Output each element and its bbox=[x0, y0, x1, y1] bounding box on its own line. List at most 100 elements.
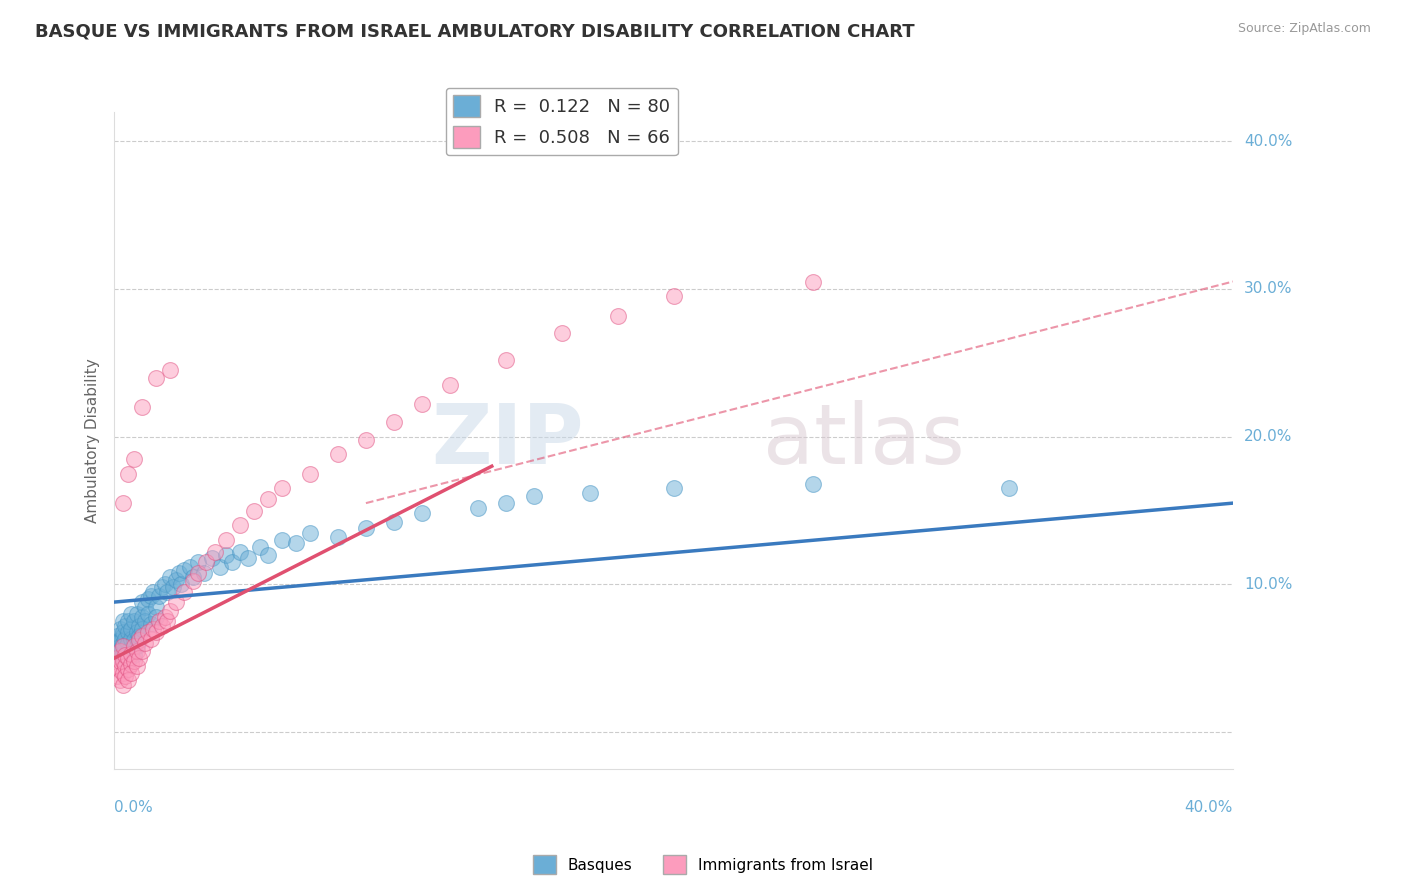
Point bbox=[271, 533, 294, 547]
Point bbox=[111, 636, 134, 650]
Point bbox=[204, 545, 226, 559]
Point bbox=[131, 644, 153, 658]
Point bbox=[122, 640, 145, 654]
Point bbox=[139, 589, 162, 603]
Point bbox=[495, 352, 517, 367]
Point bbox=[354, 521, 377, 535]
Y-axis label: Ambulatory Disability: Ambulatory Disability bbox=[86, 358, 100, 523]
Point bbox=[229, 518, 252, 533]
Point bbox=[136, 607, 159, 621]
Point bbox=[114, 658, 136, 673]
Point bbox=[142, 584, 165, 599]
Point bbox=[120, 622, 142, 636]
Point bbox=[105, 636, 128, 650]
Text: 0.0%: 0.0% bbox=[114, 799, 153, 814]
Point bbox=[662, 289, 685, 303]
Point bbox=[181, 570, 204, 584]
Point bbox=[136, 624, 159, 639]
Point bbox=[117, 654, 139, 668]
Point bbox=[238, 550, 260, 565]
Point bbox=[122, 648, 145, 663]
Point bbox=[114, 669, 136, 683]
Point bbox=[114, 648, 136, 663]
Point bbox=[131, 622, 153, 636]
Point bbox=[167, 566, 190, 580]
Point bbox=[131, 400, 153, 414]
Point bbox=[298, 467, 321, 481]
Point bbox=[187, 566, 209, 580]
Point bbox=[145, 610, 167, 624]
Point bbox=[209, 559, 232, 574]
Text: 30.0%: 30.0% bbox=[1244, 282, 1292, 296]
Text: BASQUE VS IMMIGRANTS FROM ISRAEL AMBULATORY DISABILITY CORRELATION CHART: BASQUE VS IMMIGRANTS FROM ISRAEL AMBULAT… bbox=[35, 22, 915, 40]
Point bbox=[173, 563, 195, 577]
Point bbox=[111, 665, 134, 680]
Point bbox=[139, 632, 162, 646]
Point bbox=[173, 584, 195, 599]
Point bbox=[117, 624, 139, 639]
Legend: Basques, Immigrants from Israel: Basques, Immigrants from Israel bbox=[527, 849, 879, 880]
Point bbox=[162, 580, 184, 594]
Point bbox=[117, 615, 139, 629]
Point bbox=[139, 617, 162, 632]
Point bbox=[111, 654, 134, 668]
Point bbox=[108, 640, 131, 654]
Point bbox=[156, 584, 179, 599]
Point bbox=[105, 629, 128, 643]
Point bbox=[120, 607, 142, 621]
Point bbox=[105, 651, 128, 665]
Point bbox=[159, 604, 181, 618]
Point bbox=[108, 622, 131, 636]
Point bbox=[111, 678, 134, 692]
Point bbox=[159, 363, 181, 377]
Point bbox=[467, 500, 489, 515]
Point bbox=[125, 607, 148, 621]
Text: 10.0%: 10.0% bbox=[1244, 577, 1292, 592]
Point bbox=[215, 533, 238, 547]
Point bbox=[271, 481, 294, 495]
Point bbox=[249, 541, 271, 555]
Point bbox=[411, 507, 433, 521]
Point bbox=[111, 496, 134, 510]
Point bbox=[229, 545, 252, 559]
Point bbox=[105, 669, 128, 683]
Point bbox=[125, 624, 148, 639]
Point bbox=[131, 610, 153, 624]
Point bbox=[354, 433, 377, 447]
Point bbox=[120, 647, 142, 661]
Point bbox=[111, 647, 134, 661]
Point bbox=[215, 548, 238, 562]
Point bbox=[606, 309, 628, 323]
Point bbox=[153, 610, 176, 624]
Point bbox=[134, 636, 156, 650]
Point bbox=[117, 651, 139, 665]
Point bbox=[125, 644, 148, 658]
Point bbox=[382, 516, 405, 530]
Point bbox=[150, 618, 173, 632]
Point bbox=[117, 662, 139, 676]
Text: atlas: atlas bbox=[763, 400, 965, 481]
Point bbox=[120, 657, 142, 672]
Point bbox=[153, 577, 176, 591]
Point bbox=[803, 477, 825, 491]
Point bbox=[105, 644, 128, 658]
Point bbox=[136, 592, 159, 607]
Point bbox=[179, 559, 201, 574]
Point bbox=[114, 640, 136, 655]
Point bbox=[170, 577, 193, 591]
Point bbox=[122, 633, 145, 648]
Text: ZIP: ZIP bbox=[432, 400, 583, 481]
Point bbox=[439, 378, 461, 392]
Text: 40.0%: 40.0% bbox=[1185, 799, 1233, 814]
Point bbox=[165, 573, 187, 587]
Point bbox=[125, 640, 148, 654]
Point bbox=[111, 640, 134, 654]
Point bbox=[108, 644, 131, 658]
Point bbox=[111, 615, 134, 629]
Point bbox=[134, 599, 156, 614]
Text: 20.0%: 20.0% bbox=[1244, 429, 1292, 444]
Point bbox=[382, 415, 405, 429]
Point bbox=[148, 589, 170, 603]
Point bbox=[117, 636, 139, 650]
Point bbox=[803, 275, 825, 289]
